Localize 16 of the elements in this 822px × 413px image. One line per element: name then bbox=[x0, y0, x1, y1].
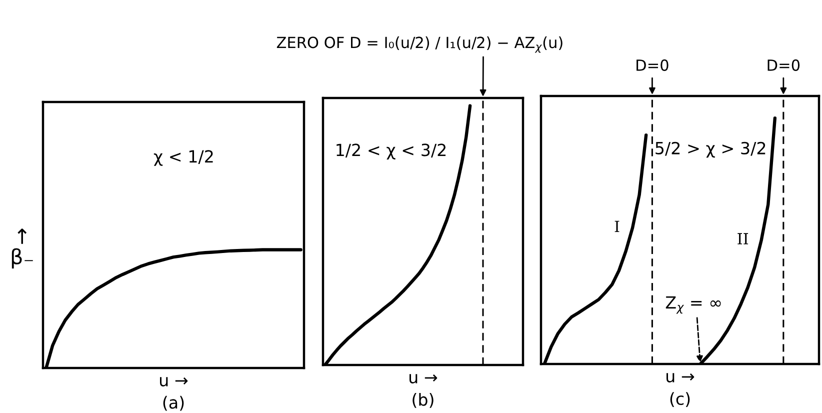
text: (a) bbox=[163, 396, 184, 411]
text: (b) bbox=[412, 392, 434, 408]
annotation: 1/2 < χ < 3/2 bbox=[336, 144, 446, 160]
text: χ < 1/2 bbox=[154, 150, 213, 166]
x-axis-title: u → bbox=[160, 376, 188, 386]
y-axis-title: ↑ β₋ bbox=[12, 228, 33, 269]
text: ZERO OF D = I₀(u/2) / I₁(u/2) − AZ$_{χ}$(u) bbox=[276, 36, 562, 53]
text: D=0 bbox=[636, 59, 668, 71]
x-axis-title: u → bbox=[410, 374, 438, 384]
series-label: I bbox=[614, 220, 620, 232]
annotation: 5/2 > χ > 3/2 bbox=[656, 142, 766, 158]
text: D=0 bbox=[768, 59, 800, 71]
x-axis-title: u → bbox=[666, 372, 694, 382]
text: (c) bbox=[670, 392, 690, 407]
series-label: II bbox=[738, 233, 748, 244]
annotation: Z$_{χ}$ = ∞ bbox=[666, 296, 721, 314]
